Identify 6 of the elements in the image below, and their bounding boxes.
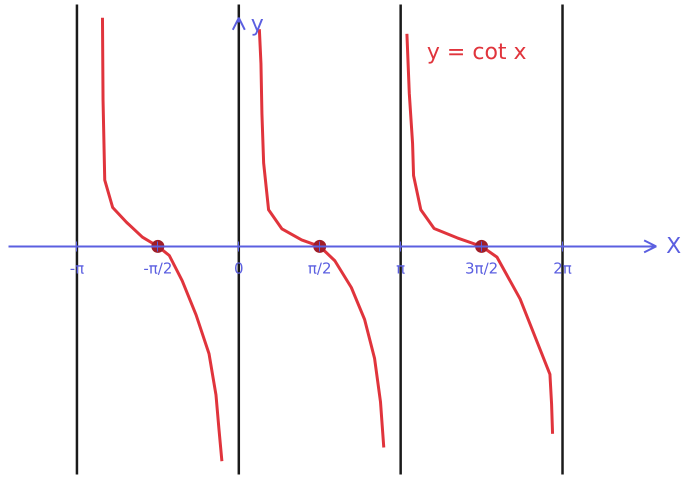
x-axis-title: X — [666, 234, 682, 259]
x-tick-label: -π/2 — [143, 259, 172, 278]
x-tick-label: 3π/2 — [465, 259, 498, 278]
y-axis-title: y — [250, 12, 264, 37]
series-label: y = cot x — [426, 40, 527, 65]
x-tick-label: π/2 — [308, 259, 332, 278]
